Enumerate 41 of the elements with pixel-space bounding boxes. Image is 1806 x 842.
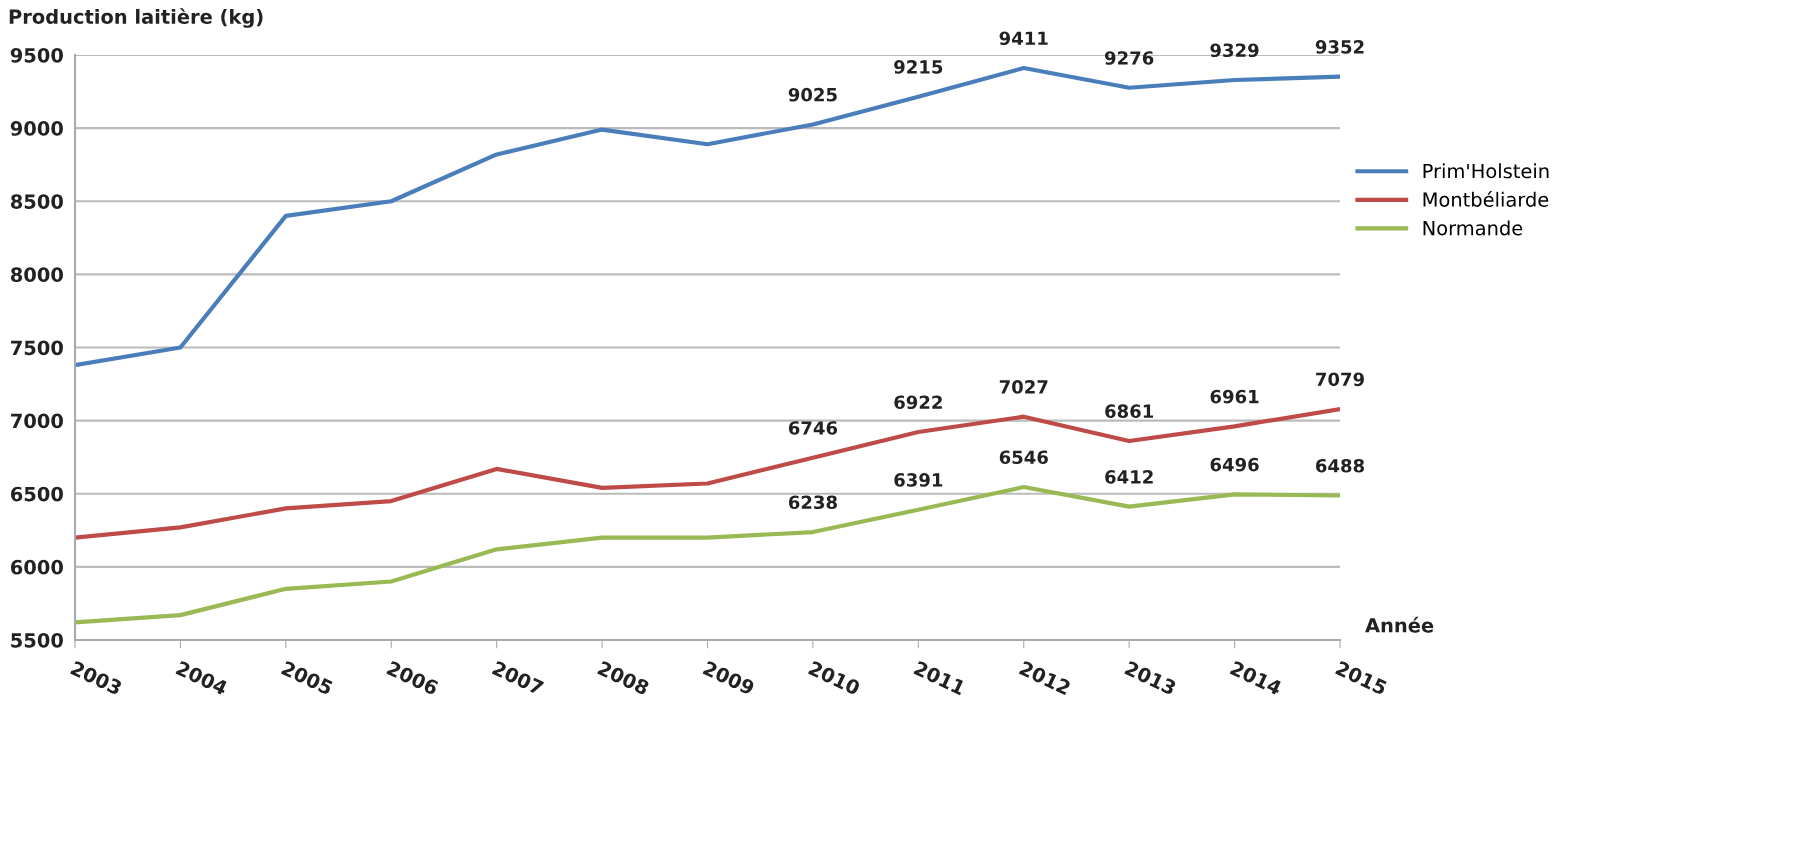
y-tick-label: 6500 [10, 486, 63, 502]
legend-label: Montbéliarde [1423, 191, 1549, 207]
data-label: 9411 [999, 31, 1048, 46]
legend-label: Normande [1423, 220, 1523, 236]
data-label: 6546 [999, 450, 1048, 465]
y-axis-title: Production laitière (kg) [9, 8, 263, 28]
y-tick-label: 7000 [11, 413, 63, 429]
data-label: 6746 [788, 421, 838, 435]
data-label: 9025 [788, 87, 837, 102]
data-label: 7079 [1316, 372, 1364, 387]
y-tick-label: 5500 [11, 632, 63, 648]
y-tick-label: 8500 [10, 194, 63, 209]
x-tick-label: 2003 [70, 660, 123, 696]
y-tick-label: 9000 [10, 121, 63, 136]
legend-label: Prim'Holstein [1423, 163, 1549, 179]
x-tick-label: 2005 [280, 660, 334, 696]
y-tick-label: 7500 [11, 340, 63, 356]
x-tick-label: 2013 [1124, 660, 1177, 696]
data-label: 9215 [894, 60, 943, 74]
data-label: 9352 [1315, 40, 1364, 54]
y-tick-label: 8000 [10, 267, 63, 283]
data-label: 7027 [999, 380, 1048, 394]
data-label: 6488 [1315, 458, 1365, 473]
y-tick-label: 6000 [10, 559, 63, 575]
data-label: 6961 [1210, 389, 1259, 404]
x-tick-label: 2010 [807, 660, 861, 696]
x-tick-label: 2007 [491, 660, 545, 696]
data-label: 9276 [1104, 51, 1154, 65]
data-label: 6922 [894, 395, 942, 410]
x-tick-label: 2006 [386, 660, 440, 696]
x-axis-title: Année [1365, 616, 1434, 633]
data-label: 6412 [1105, 470, 1153, 484]
y-tick-label: 9500 [10, 47, 63, 63]
x-tick-label: 2009 [702, 660, 756, 696]
data-label: 6861 [1105, 404, 1154, 419]
data-label: 6496 [1210, 457, 1259, 472]
data-label: 6238 [788, 495, 837, 510]
data-label: 9329 [1210, 43, 1259, 58]
data-label: 6391 [894, 473, 943, 487]
x-tick-label: 2008 [597, 660, 650, 696]
x-tick-label: 2015 [1335, 660, 1388, 696]
